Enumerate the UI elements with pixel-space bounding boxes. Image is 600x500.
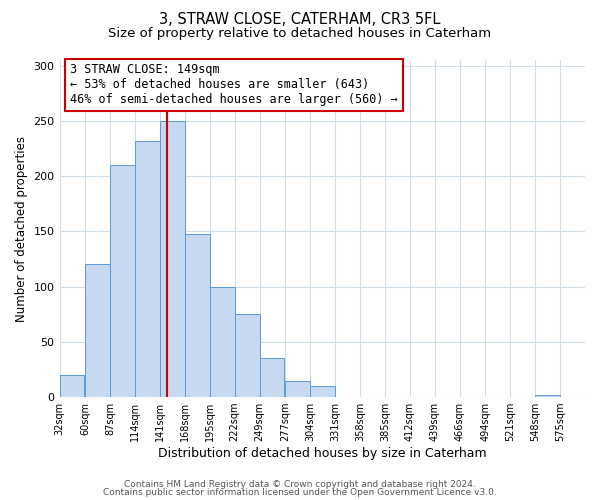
Bar: [110, 165, 135, 397]
Bar: [235, 314, 260, 397]
Text: Contains public sector information licensed under the Open Government Licence v3: Contains public sector information licen…: [103, 488, 497, 497]
Text: 3 STRAW CLOSE: 149sqm
← 53% of detached houses are smaller (643)
46% of semi-det: 3 STRAW CLOSE: 149sqm ← 53% of detached …: [70, 64, 398, 106]
Bar: [260, 358, 284, 397]
Text: Size of property relative to detached houses in Caterham: Size of property relative to detached ho…: [109, 28, 491, 40]
Bar: [185, 234, 210, 397]
Text: Contains HM Land Registry data © Crown copyright and database right 2024.: Contains HM Land Registry data © Crown c…: [124, 480, 476, 489]
Bar: [286, 380, 310, 397]
Bar: [85, 264, 110, 397]
Bar: [210, 286, 235, 397]
Bar: [160, 121, 185, 397]
Bar: [59, 375, 85, 397]
Y-axis label: Number of detached properties: Number of detached properties: [15, 136, 28, 322]
Bar: [135, 140, 160, 397]
Bar: [310, 386, 335, 397]
Bar: [535, 395, 560, 397]
Text: 3, STRAW CLOSE, CATERHAM, CR3 5FL: 3, STRAW CLOSE, CATERHAM, CR3 5FL: [160, 12, 440, 28]
X-axis label: Distribution of detached houses by size in Caterham: Distribution of detached houses by size …: [158, 447, 487, 460]
